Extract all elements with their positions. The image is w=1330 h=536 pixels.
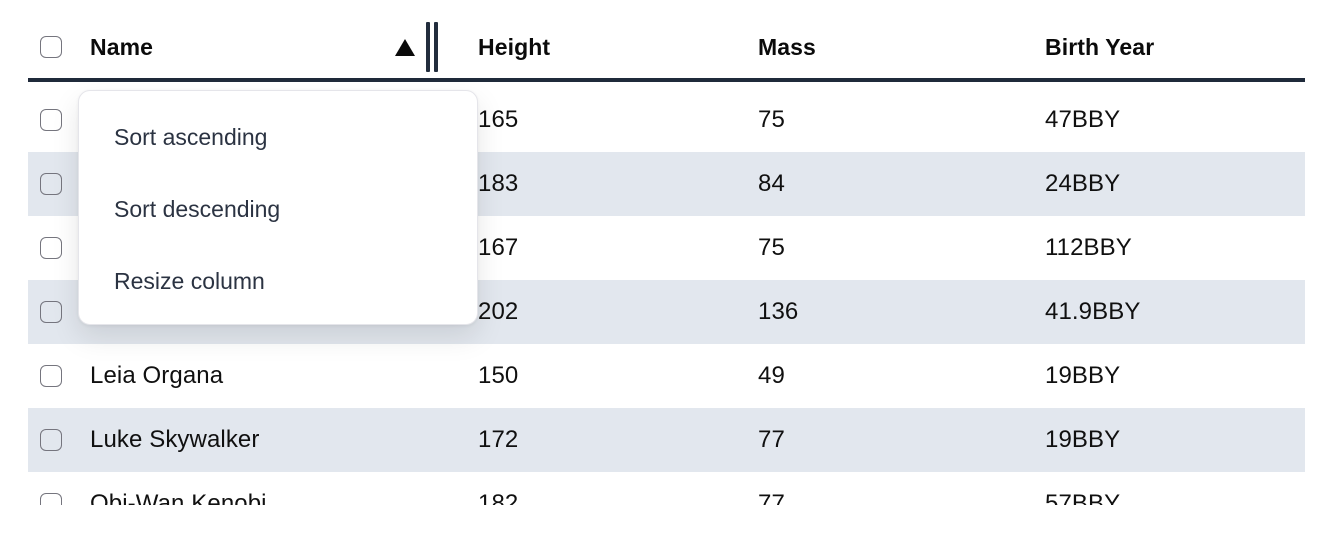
row-checkbox[interactable] bbox=[40, 365, 62, 387]
cell-height: 172 bbox=[478, 426, 519, 453]
row-checkbox-cell bbox=[28, 429, 90, 451]
cell-birth-year: 47BBY bbox=[1045, 106, 1121, 133]
cell-name: Obi-Wan Kenobi bbox=[90, 490, 267, 505]
row-checkbox-cell bbox=[28, 301, 90, 323]
cell-birth-year: 57BBY bbox=[1045, 490, 1121, 505]
cell-mass: 77 bbox=[758, 490, 785, 505]
column-header-birth-year[interactable]: Birth Year bbox=[1045, 33, 1155, 60]
cell-birth-year: 19BBY bbox=[1045, 362, 1121, 389]
cell-mass: 136 bbox=[758, 298, 799, 325]
select-all-cell bbox=[28, 36, 90, 58]
cell-mass: 49 bbox=[758, 362, 785, 389]
column-header-name-label: Name bbox=[90, 33, 154, 60]
row-checkbox[interactable] bbox=[40, 173, 62, 195]
menu-item-resize-column[interactable]: Resize column bbox=[114, 267, 265, 294]
row-checkbox-cell bbox=[28, 109, 90, 131]
column-resize-handle[interactable] bbox=[426, 22, 438, 72]
table-row[interactable]: Obi-Wan Kenobi 182 77 57BBY bbox=[28, 472, 1305, 505]
cell-mass: 77 bbox=[758, 426, 785, 453]
row-checkbox-cell bbox=[28, 493, 90, 505]
cell-birth-year: 19BBY bbox=[1045, 426, 1121, 453]
cell-height: 182 bbox=[478, 490, 519, 505]
cell-mass: 75 bbox=[758, 106, 785, 133]
row-checkbox[interactable] bbox=[40, 301, 62, 323]
column-context-menu: Sort ascending Sort descending Resize co… bbox=[78, 90, 478, 325]
row-checkbox[interactable] bbox=[40, 493, 62, 505]
cell-mass: 84 bbox=[758, 170, 785, 197]
row-checkbox[interactable] bbox=[40, 429, 62, 451]
cell-height: 183 bbox=[478, 170, 519, 197]
cell-name: Luke Skywalker bbox=[90, 426, 260, 453]
table-row[interactable]: 167 75 112BBY bbox=[28, 216, 1305, 280]
menu-item-sort-ascending[interactable]: Sort ascending bbox=[114, 123, 268, 150]
cell-birth-year: 112BBY bbox=[1045, 234, 1132, 261]
column-header-mass[interactable]: Mass bbox=[758, 33, 816, 60]
cell-birth-year: 41.9BBY bbox=[1045, 298, 1141, 325]
table-row[interactable]: Leia Organa 150 49 19BBY bbox=[28, 344, 1305, 408]
row-checkbox-cell bbox=[28, 237, 90, 259]
row-checkbox[interactable] bbox=[40, 109, 62, 131]
cell-name: Leia Organa bbox=[90, 362, 224, 389]
row-checkbox-cell bbox=[28, 173, 90, 195]
select-all-checkbox[interactable] bbox=[40, 36, 62, 58]
cell-height: 165 bbox=[478, 106, 519, 133]
column-header-height[interactable]: Height bbox=[478, 33, 551, 60]
table-row[interactable]: Luke Skywalker 172 77 19BBY bbox=[28, 408, 1305, 472]
row-checkbox[interactable] bbox=[40, 237, 62, 259]
cell-height: 167 bbox=[478, 234, 519, 261]
column-header-name[interactable]: Name bbox=[90, 22, 478, 72]
cell-height: 150 bbox=[478, 362, 519, 389]
cell-height: 202 bbox=[478, 298, 519, 325]
table-row[interactable]: 165 75 47BBY bbox=[28, 88, 1305, 152]
sort-ascending-icon bbox=[395, 38, 415, 56]
cell-birth-year: 24BBY bbox=[1045, 170, 1121, 197]
menu-item-sort-descending[interactable]: Sort descending bbox=[114, 195, 281, 222]
row-checkbox-cell bbox=[28, 365, 90, 387]
table-header-row: Name Height Mass Birth Year bbox=[28, 0, 1305, 82]
cell-mass: 75 bbox=[758, 234, 785, 261]
